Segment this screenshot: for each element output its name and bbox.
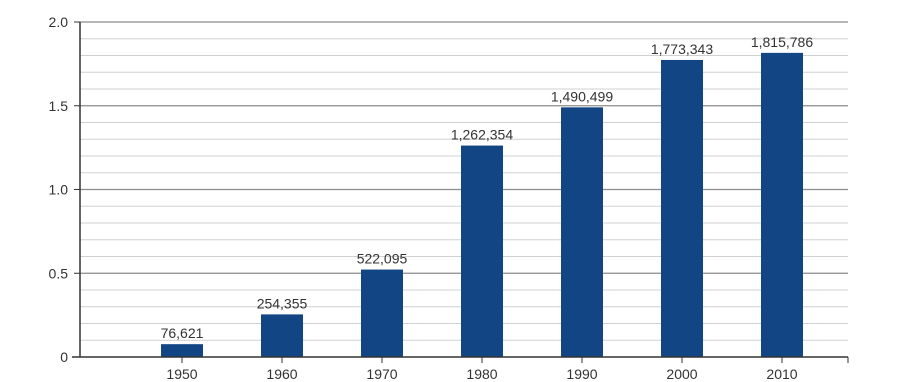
x-tick-label-1980: 1980 xyxy=(466,366,497,382)
y-tick-label-0.5: 0.5 xyxy=(49,265,69,281)
bar-1980 xyxy=(461,145,503,357)
x-tick-label-1990: 1990 xyxy=(566,366,597,382)
bars xyxy=(161,52,803,358)
x-tick-label-1960: 1960 xyxy=(266,366,297,382)
bar-1960 xyxy=(261,314,303,357)
data-label-1990: 1,490,499 xyxy=(551,88,613,104)
y-axis-ticks: 0 0.5 1.0 1.5 2.0 xyxy=(49,14,80,365)
data-label-2000: 1,773,343 xyxy=(651,41,713,57)
x-tick-label-2000: 2000 xyxy=(666,366,697,382)
y-tick-label-2.0: 2.0 xyxy=(49,14,69,30)
y-tick-label-1.0: 1.0 xyxy=(49,182,69,198)
bar-1990 xyxy=(561,107,603,357)
data-label-1970: 522,095 xyxy=(357,251,408,267)
data-label-2010: 1,815,786 xyxy=(751,34,813,50)
x-tick-label-1970: 1970 xyxy=(366,366,397,382)
data-label-1950: 76,621 xyxy=(161,325,204,341)
data-labels: 76,621 254,355 522,095 1,262,354 1,490,499 1,… xyxy=(161,34,814,341)
grid-lines xyxy=(80,21,848,341)
bar-2010 xyxy=(761,52,803,358)
data-label-1960: 254,355 xyxy=(257,295,308,311)
y-tick-label-0: 0 xyxy=(60,349,68,365)
bar-2000 xyxy=(661,59,703,357)
bar-1950 xyxy=(161,344,203,357)
x-tick-label-2010: 2010 xyxy=(766,366,797,382)
x-tick-label-1950: 1950 xyxy=(166,366,197,382)
axes xyxy=(72,22,849,363)
data-label-1980: 1,262,354 xyxy=(451,127,513,143)
x-axis-ticks: 1950 1960 1970 1980 1990 2000 2010 xyxy=(166,357,798,382)
bar-1970 xyxy=(361,269,403,357)
y-tick-label-1.5: 1.5 xyxy=(49,98,69,114)
